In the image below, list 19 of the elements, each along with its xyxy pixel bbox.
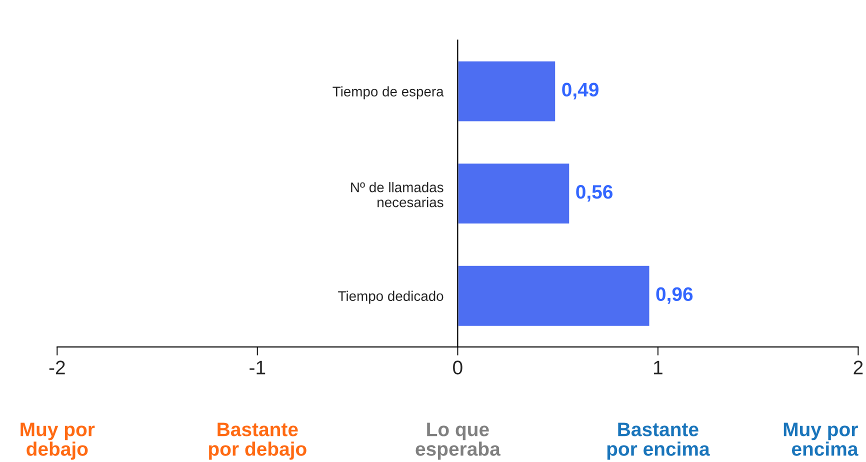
y-tick-label: Tiempo de espera (332, 86, 444, 100)
text: Muy por encima (784, 422, 858, 456)
data-label: 0,96 (656, 287, 693, 304)
text: Muy por debajo (20, 422, 95, 460)
x-tick-label: -2 (49, 360, 65, 374)
x-tick-label: -1 (250, 360, 266, 374)
x-tick-label: 1 (654, 360, 662, 374)
data-label: 0,49 (562, 82, 598, 100)
x-tick-label: 2 (854, 360, 863, 374)
text: Bastante por encima (607, 422, 710, 460)
bar (456, 162, 571, 225)
bar (456, 60, 557, 123)
bar (456, 264, 651, 328)
y-tick-label: Nº de llamadas necesarias (351, 182, 444, 208)
x-tick-label: 0 (453, 360, 462, 374)
y-tick-label: Tiempo dedicado (338, 290, 444, 304)
text: Bastante por debajo (209, 422, 306, 460)
text: Lo que esperaba (416, 422, 501, 460)
data-label: 0,56 (576, 185, 613, 202)
